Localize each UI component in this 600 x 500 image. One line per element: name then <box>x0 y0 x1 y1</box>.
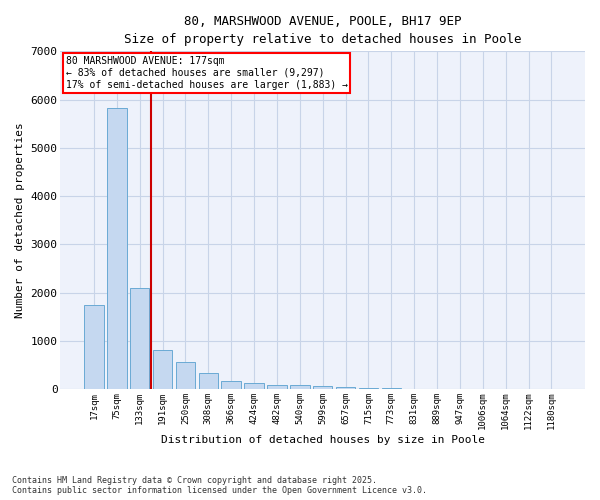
Bar <box>359 388 378 389</box>
Title: 80, MARSHWOOD AVENUE, POOLE, BH17 9EP
Size of property relative to detached hous: 80, MARSHWOOD AVENUE, POOLE, BH17 9EP Si… <box>124 15 521 46</box>
X-axis label: Distribution of detached houses by size in Poole: Distribution of detached houses by size … <box>161 435 485 445</box>
Bar <box>313 386 332 389</box>
Y-axis label: Number of detached properties: Number of detached properties <box>15 122 25 318</box>
Text: 80 MARSHWOOD AVENUE: 177sqm
← 83% of detached houses are smaller (9,297)
17% of : 80 MARSHWOOD AVENUE: 177sqm ← 83% of det… <box>65 56 347 90</box>
Bar <box>336 388 355 389</box>
Bar <box>130 288 149 389</box>
Bar <box>267 385 287 389</box>
Bar <box>153 350 172 389</box>
Bar <box>382 388 401 389</box>
Bar <box>244 384 264 389</box>
Bar <box>107 108 127 389</box>
Bar <box>199 373 218 389</box>
Bar <box>84 304 104 389</box>
Text: Contains HM Land Registry data © Crown copyright and database right 2025.
Contai: Contains HM Land Registry data © Crown c… <box>12 476 427 495</box>
Bar <box>176 362 195 389</box>
Bar <box>290 384 310 389</box>
Bar <box>221 381 241 389</box>
